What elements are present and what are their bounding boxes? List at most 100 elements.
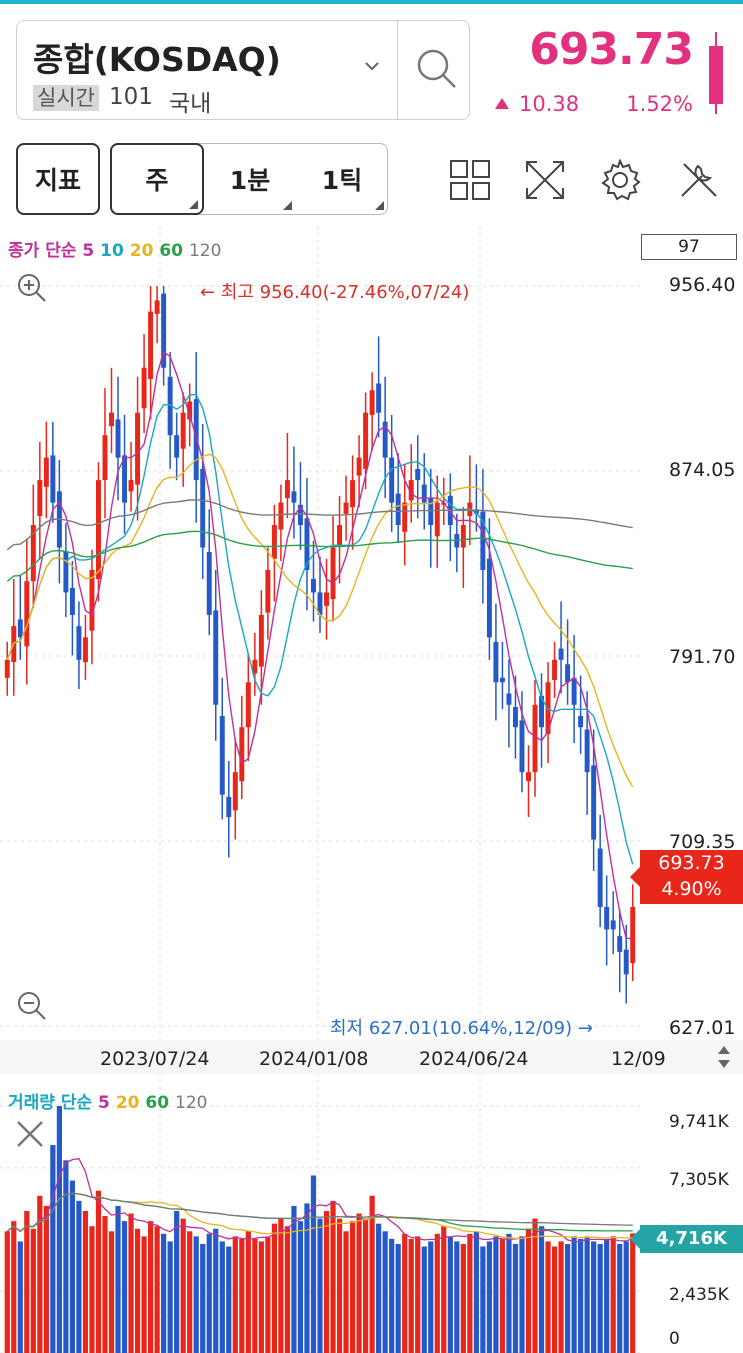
volume-bar: [441, 1226, 447, 1353]
candle-body: [480, 511, 486, 570]
candle-body: [434, 502, 440, 537]
candle-body: [558, 648, 564, 660]
index-search-box[interactable]: 종합(KOSDAQ) 실시간 101 국내: [16, 20, 470, 120]
gear-icon[interactable]: [598, 158, 642, 202]
volume-bar: [545, 1241, 551, 1353]
candle-body: [232, 772, 238, 811]
candle-body: [17, 619, 23, 638]
candle-body: [24, 581, 30, 647]
mini-candle-icon: [709, 32, 723, 114]
candle-body: [4, 659, 10, 678]
candle-body: [506, 693, 512, 705]
candle-body: [174, 435, 180, 458]
candle-body: [584, 729, 590, 773]
volume-bar: [82, 1211, 89, 1353]
volume-bar: [454, 1241, 460, 1353]
candle-body: [245, 682, 251, 728]
candle-body: [499, 677, 505, 683]
volume-bar: [369, 1195, 375, 1353]
candle-body: [311, 578, 316, 593]
volume-bar: [89, 1226, 95, 1353]
vol-ma-label-20: 20: [115, 1093, 140, 1113]
ma-line-5: [6, 350, 633, 940]
volume-bar: [538, 1226, 545, 1353]
candle-body: [402, 502, 408, 532]
volume-bar: [447, 1236, 453, 1353]
volume-bar: [389, 1238, 395, 1353]
volume-bar: [349, 1221, 356, 1353]
candle-body: [565, 664, 571, 683]
volume-bar: [591, 1241, 597, 1353]
volume-bar: [395, 1243, 401, 1353]
search-icon[interactable]: [409, 41, 465, 97]
candle-body: [122, 455, 128, 503]
volume-bar: [499, 1238, 506, 1353]
volume-bar: [558, 1241, 564, 1353]
candle-body: [30, 525, 36, 582]
volume-bar: [512, 1243, 519, 1353]
current-price: 693.73: [529, 24, 694, 75]
x-axis-band[interactable]: [0, 1040, 743, 1074]
y-tick-label: 791.70: [669, 646, 736, 668]
volume-bar: [310, 1175, 317, 1353]
volume-y-label: 9,741K: [669, 1112, 729, 1132]
candle-body: [180, 412, 186, 449]
volume-bar: [167, 1241, 173, 1353]
period-1tick-label: 1틱: [321, 166, 363, 195]
candle-body: [571, 677, 577, 705]
volume-bar: [206, 1233, 212, 1353]
period-week-button[interactable]: 주: [110, 143, 204, 215]
candle-body: [187, 401, 193, 420]
candle-count[interactable]: 97: [641, 234, 737, 260]
ma-label-20: 20: [129, 241, 154, 261]
candle-body: [324, 592, 329, 606]
x-tick-label: 2023/07/24: [100, 1048, 210, 1070]
volume-bar: [473, 1231, 479, 1353]
chart-area[interactable]: 종가 단순 5 10 20 60 120 97 956.40 874.05 79…: [0, 226, 743, 1353]
chevron-down-icon[interactable]: [363, 57, 381, 75]
candle-body: [552, 659, 558, 681]
candle-body: [330, 547, 336, 600]
ma-label-10: 10: [100, 241, 124, 261]
indicator-button[interactable]: 지표: [16, 143, 100, 215]
axis-resize-icon[interactable]: [714, 1042, 734, 1072]
period-1min-button[interactable]: 1분: [204, 144, 296, 214]
volume-bar: [11, 1221, 17, 1353]
candle-body: [141, 367, 147, 409]
candle-body: [597, 848, 603, 907]
candle-body: [382, 421, 388, 458]
grid-layout-icon[interactable]: [448, 158, 492, 202]
zoom-in-icon[interactable]: [14, 270, 48, 304]
volume-bar: [467, 1233, 473, 1353]
candle-body: [512, 707, 518, 728]
candle-body: [630, 906, 636, 964]
volume-bar: [291, 1205, 297, 1353]
period-1tick-button[interactable]: 1틱: [296, 144, 388, 214]
volume-bar: [108, 1231, 115, 1353]
candle-body: [265, 569, 271, 613]
volume-bar: [532, 1218, 538, 1353]
zoom-out-icon[interactable]: [14, 988, 48, 1022]
volume-bar: [506, 1233, 512, 1353]
candle-body: [115, 419, 121, 458]
volume-bar: [571, 1236, 577, 1353]
volume-bar: [265, 1236, 271, 1353]
candle-body: [206, 551, 212, 615]
volume-bar: [200, 1243, 206, 1353]
candle-body: [519, 720, 525, 773]
candle-body: [526, 772, 531, 782]
candle-body: [363, 412, 369, 469]
tools-icon[interactable]: [676, 158, 720, 202]
volume-bar: [128, 1213, 134, 1353]
close-icon[interactable]: [12, 1116, 48, 1152]
fullscreen-icon[interactable]: [523, 158, 567, 202]
price-chart[interactable]: [0, 226, 743, 1353]
volume-y-label: 7,305K: [669, 1170, 729, 1190]
candle-body: [617, 936, 623, 952]
index-name[interactable]: 종합(KOSDAQ): [33, 40, 281, 79]
candle-body: [76, 626, 82, 660]
volume-bar: [24, 1211, 30, 1353]
candle-body: [63, 551, 69, 593]
volume-bar: [187, 1231, 193, 1353]
candle-body: [343, 502, 349, 514]
